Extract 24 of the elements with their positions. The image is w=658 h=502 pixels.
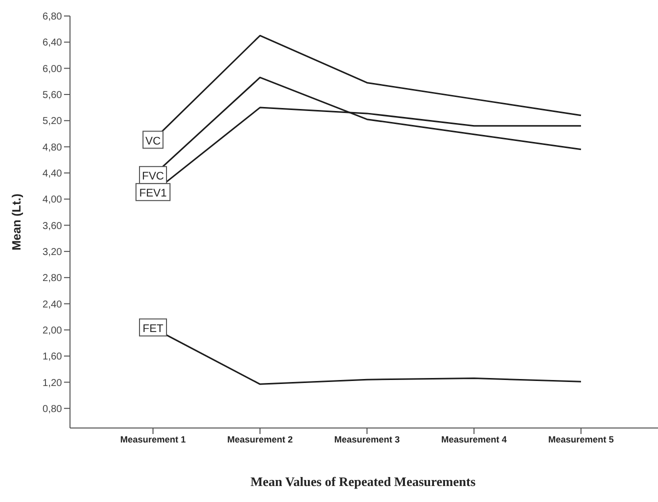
y-tick-label: 1,20 (42, 378, 62, 389)
y-tick-label: 4,80 (42, 142, 62, 154)
x-tick-label: Measurement 2 (227, 434, 293, 444)
y-tick-label: 6,00 (42, 64, 62, 75)
x-tick-label: Measurement 4 (441, 434, 507, 444)
y-tick-label: 3,20 (42, 246, 62, 258)
y-tick-label: 1,60 (42, 352, 62, 363)
x-tick-label: Measurement 3 (334, 434, 400, 444)
y-tick-label: 4,00 (42, 194, 62, 206)
y-axis-title: Mean (Lt.) (9, 194, 24, 250)
y-tick-label: 4,40 (42, 168, 62, 180)
series-label: VC (145, 135, 161, 148)
y-tick-label: 3,60 (42, 220, 62, 232)
y-tick-label: 5,60 (42, 90, 62, 102)
y-tick-label: 2,80 (42, 273, 62, 284)
x-tick-label: Measurement 1 (120, 434, 186, 444)
y-tick-label: 5,20 (42, 116, 62, 128)
x-axis-title: Mean Values of Repeated Measurements (249, 474, 477, 490)
y-tick-label: 2,00 (42, 325, 62, 336)
y-tick-label: 6,80 (42, 12, 62, 23)
y-tick-label: 0,80 (42, 404, 62, 415)
x-tick-label: Measurement 5 (548, 434, 614, 444)
y-tick-label: 6,40 (42, 38, 62, 49)
y-tick-label: 2,40 (42, 299, 62, 310)
